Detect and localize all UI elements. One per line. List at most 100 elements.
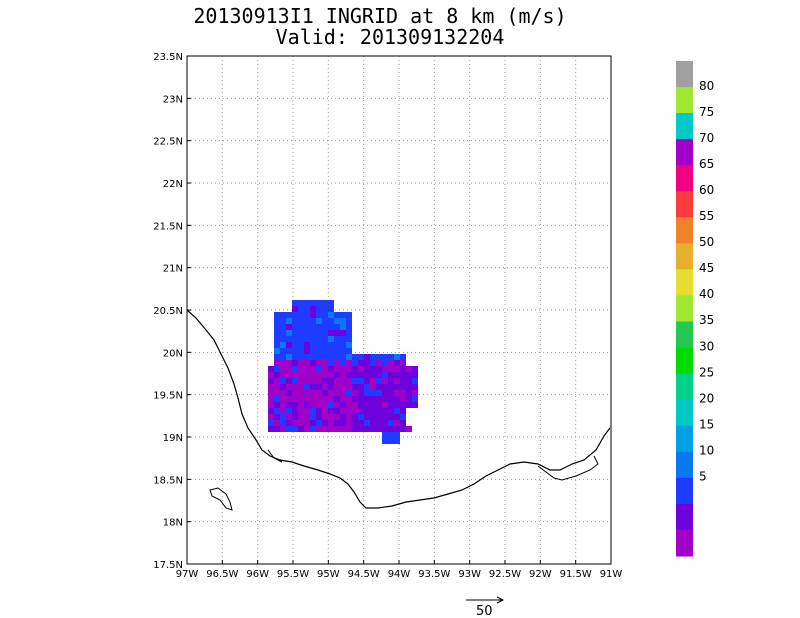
wind-cell xyxy=(388,372,394,378)
lon-tick-label: 92W xyxy=(529,569,552,580)
colorbar-segment xyxy=(676,269,693,296)
wind-cell xyxy=(322,348,328,354)
wind-cell xyxy=(298,336,304,342)
wind-cell xyxy=(280,366,286,372)
wind-cell xyxy=(322,378,328,384)
wind-cell xyxy=(370,408,376,414)
wind-cell xyxy=(388,384,394,390)
wind-cell xyxy=(292,360,298,366)
wind-cell xyxy=(292,384,298,390)
wind-cell xyxy=(322,402,328,408)
colorbar-segment xyxy=(676,503,693,531)
wind-cell xyxy=(268,378,274,384)
wind-cell xyxy=(322,342,328,348)
wind-cell xyxy=(316,360,322,366)
wind-cell xyxy=(340,360,346,366)
lat-tick-label: 20.5N xyxy=(153,306,183,317)
wind-cell xyxy=(310,372,316,378)
wind-cell xyxy=(376,414,382,420)
wind-cell xyxy=(274,396,280,402)
wind-cell xyxy=(340,414,346,420)
wind-cell xyxy=(382,420,388,426)
wind-cell xyxy=(280,330,286,336)
wind-cell xyxy=(370,366,376,372)
wind-cell xyxy=(346,372,352,378)
wind-cell xyxy=(352,372,358,378)
colorbar-segment xyxy=(676,87,693,114)
wind-cell xyxy=(292,300,298,306)
colorbar-label: 40 xyxy=(699,287,714,301)
wind-cell xyxy=(364,372,370,378)
wind-cell xyxy=(334,372,340,378)
wind-cell xyxy=(400,354,406,360)
wind-cell xyxy=(328,396,334,402)
wind-cell xyxy=(322,330,328,336)
wind-cell xyxy=(298,312,304,318)
wind-cell xyxy=(328,342,334,348)
wind-cell xyxy=(334,342,340,348)
wind-cell xyxy=(292,324,298,330)
wind-cell xyxy=(382,390,388,396)
lon-tick-label: 94W xyxy=(388,569,411,580)
wind-cell xyxy=(298,372,304,378)
wind-cell xyxy=(346,426,352,432)
wind-cell xyxy=(322,372,328,378)
wind-cell xyxy=(322,384,328,390)
lon-tick-label: 94.5W xyxy=(348,569,380,580)
wind-cell xyxy=(286,420,292,426)
wind-cell xyxy=(274,384,280,390)
wind-cell xyxy=(340,348,346,354)
wind-cell xyxy=(376,372,382,378)
wind-cell xyxy=(358,390,364,396)
wind-cell xyxy=(304,306,310,312)
wind-cell xyxy=(364,402,370,408)
wind-cell xyxy=(406,378,412,384)
wind-cell xyxy=(346,390,352,396)
wind-cell xyxy=(274,414,280,420)
wind-cell xyxy=(340,420,346,426)
wind-cell xyxy=(346,402,352,408)
wind-cell xyxy=(328,372,334,378)
wind-cell xyxy=(286,312,292,318)
wind-cell xyxy=(280,408,286,414)
wind-cell xyxy=(388,396,394,402)
wind-cell xyxy=(334,408,340,414)
wind-cell xyxy=(310,306,316,312)
wind-cell xyxy=(352,420,358,426)
wind-cell xyxy=(298,342,304,348)
wind-cell xyxy=(334,366,340,372)
colorbar-segment xyxy=(676,373,693,401)
wind-cell xyxy=(280,390,286,396)
wind-cell xyxy=(388,360,394,366)
wind-cell xyxy=(274,354,280,360)
wind-cell xyxy=(304,420,310,426)
vector-key: 50 xyxy=(466,596,505,618)
wind-cell xyxy=(382,378,388,384)
wind-cell xyxy=(274,342,280,348)
wind-cell xyxy=(280,378,286,384)
wind-cell xyxy=(352,396,358,402)
wind-cell xyxy=(346,342,352,348)
wind-cell xyxy=(304,324,310,330)
wind-cell xyxy=(382,360,388,366)
wind-cell xyxy=(328,300,334,306)
colorbar: 5 10 15 20 25 30 35 40 45 50 55 60 65 70 75 80 xyxy=(676,61,714,557)
wind-cell xyxy=(412,402,418,408)
wind-cell xyxy=(280,396,286,402)
wind-cell xyxy=(316,420,322,426)
wind-cell xyxy=(310,342,316,348)
colorbar-label: 30 xyxy=(699,339,714,353)
wind-cell xyxy=(298,330,304,336)
wind-cell xyxy=(364,384,370,390)
wind-cell xyxy=(394,390,400,396)
wind-cell xyxy=(292,378,298,384)
wind-cell xyxy=(274,348,280,354)
wind-cell xyxy=(304,408,310,414)
wind-cell xyxy=(400,366,406,372)
wind-cell xyxy=(310,426,316,432)
colorbar-segment xyxy=(676,61,693,88)
wind-cell xyxy=(298,306,304,312)
wind-cell xyxy=(268,426,274,432)
colorbar-segment xyxy=(676,399,693,427)
wind-cell xyxy=(268,420,274,426)
